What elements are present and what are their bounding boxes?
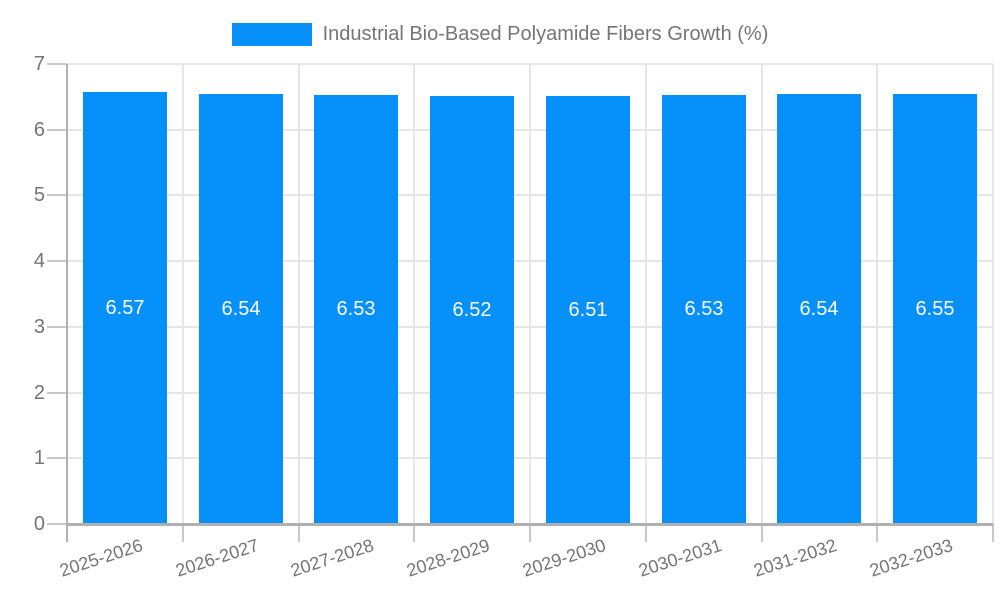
y-tick-label: 4 bbox=[33, 250, 45, 273]
gridline-vertical bbox=[992, 64, 994, 524]
bar-value-label: 6.52 bbox=[452, 298, 492, 321]
legend: Industrial Bio-Based Polyamide Fibers Gr… bbox=[0, 14, 1000, 54]
bar-value-label: 6.57 bbox=[105, 297, 145, 320]
x-tick-label: 2031-2032 bbox=[751, 535, 840, 581]
x-axis-line bbox=[67, 523, 993, 526]
bar-value-label: 6.53 bbox=[684, 298, 724, 321]
y-tick-mark bbox=[47, 523, 67, 525]
bar-value-label: 6.51 bbox=[568, 299, 608, 322]
gridline-vertical bbox=[413, 64, 416, 524]
x-tick-mark bbox=[181, 524, 184, 542]
bar-value-label: 6.53 bbox=[336, 298, 376, 321]
y-tick-mark bbox=[47, 128, 67, 131]
y-tick-mark bbox=[47, 457, 67, 460]
x-tick-label: 2032-2033 bbox=[867, 535, 956, 581]
x-tick-mark bbox=[876, 524, 879, 542]
y-tick-label: 6 bbox=[33, 118, 45, 141]
gridline-vertical bbox=[181, 64, 184, 524]
bar-value-label: 6.54 bbox=[799, 298, 839, 321]
gridline-vertical bbox=[297, 64, 300, 524]
y-tick-mark bbox=[47, 194, 67, 197]
x-tick-label: 2027-2028 bbox=[288, 535, 377, 581]
y-tick-label: 5 bbox=[33, 184, 45, 207]
bar bbox=[777, 94, 861, 524]
bar bbox=[83, 92, 167, 524]
x-tick-mark bbox=[992, 524, 994, 542]
bar bbox=[314, 94, 398, 524]
bar bbox=[893, 93, 977, 524]
x-tick-mark bbox=[297, 524, 300, 542]
bar-value-label: 6.55 bbox=[915, 297, 955, 320]
bar bbox=[430, 95, 514, 524]
bar bbox=[199, 94, 283, 524]
gridline-vertical bbox=[644, 64, 647, 524]
bar bbox=[662, 94, 746, 524]
y-tick-label: 7 bbox=[33, 53, 45, 75]
x-tick-mark bbox=[413, 524, 416, 542]
gridline-vertical bbox=[529, 64, 531, 524]
x-tick-label: 2029-2030 bbox=[519, 535, 609, 581]
legend-swatch bbox=[231, 22, 312, 46]
x-tick-label: 2025-2026 bbox=[56, 535, 146, 581]
bar-value-label: 6.54 bbox=[221, 298, 261, 321]
y-tick-mark bbox=[47, 391, 67, 394]
x-tick-mark bbox=[529, 524, 531, 542]
gridline-vertical bbox=[760, 64, 763, 524]
x-tick-label: 2030-2031 bbox=[635, 535, 724, 581]
bar bbox=[546, 96, 630, 524]
y-tick-label: 3 bbox=[33, 315, 45, 338]
y-axis-line bbox=[66, 64, 68, 542]
y-tick-mark bbox=[47, 260, 67, 263]
x-tick-label: 2026-2027 bbox=[172, 535, 261, 581]
y-tick-label: 1 bbox=[33, 447, 45, 470]
y-tick-mark bbox=[47, 325, 67, 328]
x-tick-mark bbox=[644, 524, 647, 542]
y-tick-label: 0 bbox=[33, 513, 45, 535]
x-tick-label: 2028-2029 bbox=[404, 535, 493, 581]
y-tick-mark bbox=[47, 63, 67, 65]
y-tick-label: 2 bbox=[33, 381, 45, 404]
gridline-vertical bbox=[876, 64, 879, 524]
legend-label: Industrial Bio-Based Polyamide Fibers Gr… bbox=[322, 22, 769, 45]
x-tick-mark bbox=[760, 524, 763, 542]
